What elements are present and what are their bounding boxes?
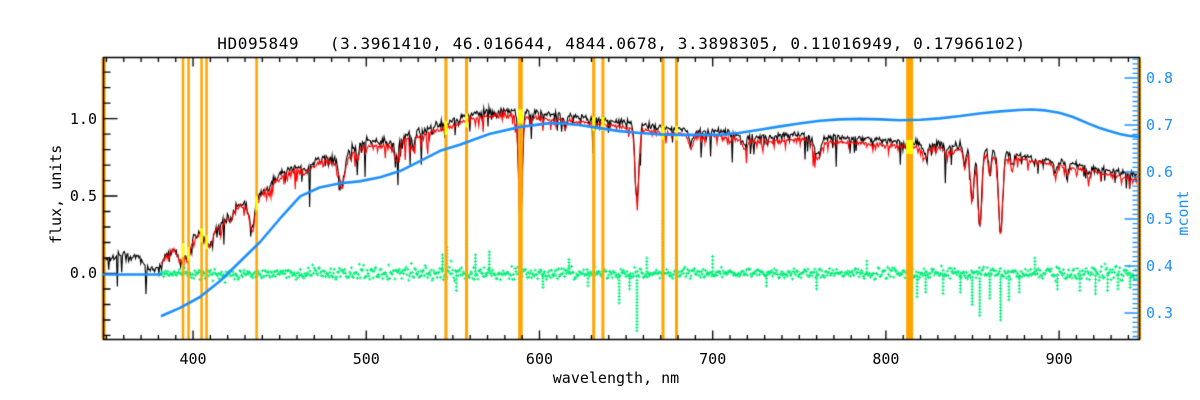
y-left-tick-label-1: 1.0 [69,109,97,128]
x-tick-label-700: 700 [699,350,727,368]
y-right-tick-label-0.6: 0.6 [1146,162,1174,181]
x-tick-label-400: 400 [179,350,207,368]
x-tick-label-900: 900 [1045,350,1073,368]
y-right-tick-label-0.8: 0.8 [1146,68,1174,87]
plot-title: HD095849 (3.3961410, 46.016644, 4844.067… [217,34,1026,53]
y-right-tick-label-0.3: 0.3 [1146,303,1174,322]
y-right-tick-label-0.7: 0.7 [1146,115,1174,134]
y-right-tick-label-0.4: 0.4 [1146,256,1174,275]
x-axis-label: wavelength, nm [552,369,680,387]
x-tick-label-500: 500 [352,350,380,368]
x-tick-label-800: 800 [872,350,900,368]
y-left-tick-label-0: 0.0 [69,264,97,283]
y-right-tick-label-0.5: 0.5 [1146,209,1174,228]
x-tick-label-600: 600 [525,350,554,368]
y-left-tick-label-0.5: 0.5 [69,187,97,206]
